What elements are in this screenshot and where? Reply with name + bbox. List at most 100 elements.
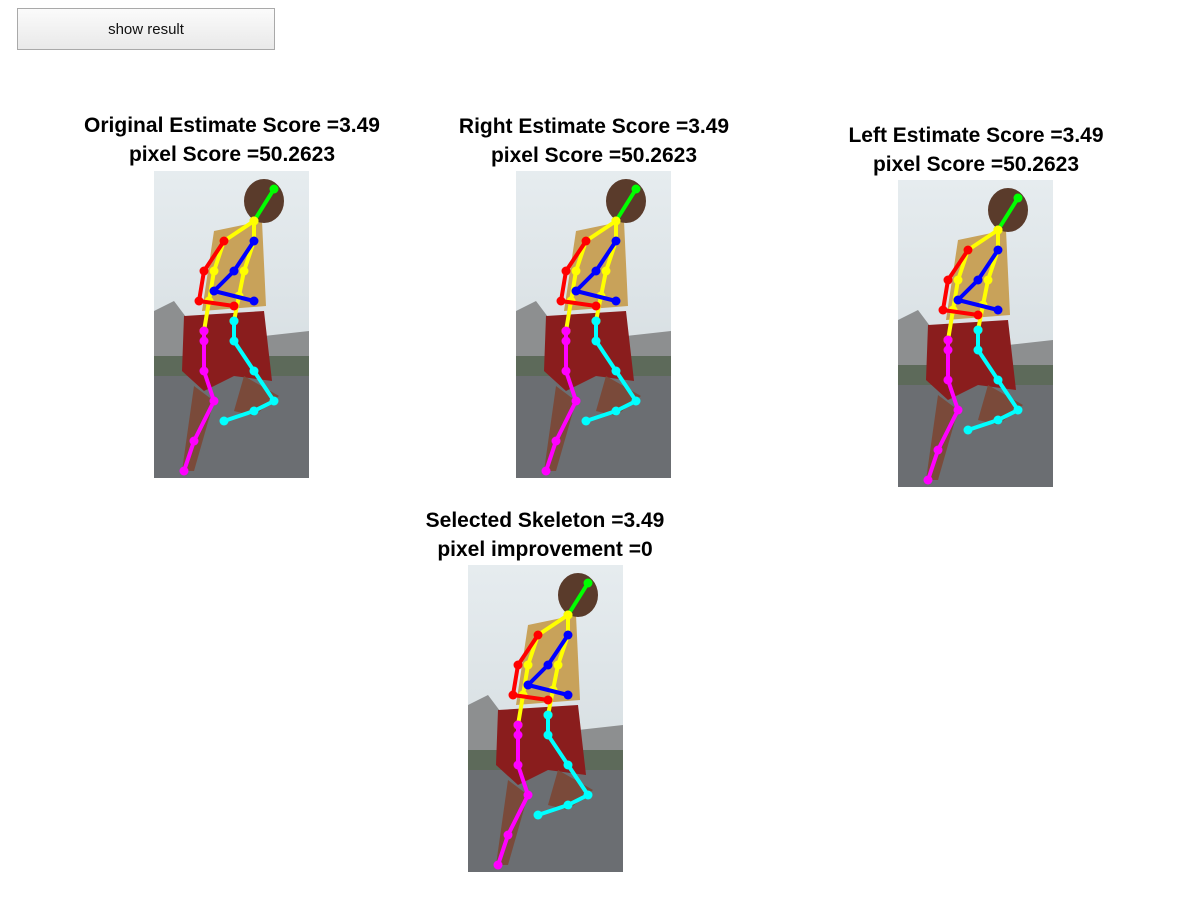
skeleton-limb-left-arm [526, 633, 570, 697]
skeleton-joint [229, 301, 239, 311]
runner-head-shape [988, 188, 1028, 232]
skeleton-joint [249, 236, 259, 246]
skeleton-joint [973, 345, 983, 355]
skeleton-joint [1013, 193, 1023, 203]
skeleton-joint [993, 305, 1003, 315]
skeleton-joint [953, 275, 963, 285]
skeleton-joint [269, 396, 279, 406]
skeleton-joint [591, 301, 601, 311]
skeleton-joint [543, 695, 553, 705]
skeleton-joint [229, 266, 239, 276]
skeleton-joint [513, 760, 523, 770]
skeleton-joint [993, 245, 1003, 255]
runner-head-shape [558, 573, 598, 617]
skeleton-joint [938, 305, 948, 315]
skeleton-joint [563, 760, 573, 770]
skeleton-joint [953, 405, 963, 415]
skeleton-limb-left-arm [956, 248, 1000, 312]
road-shape [468, 770, 623, 872]
skeleton-joint [923, 475, 933, 485]
right-estimate-image [516, 171, 671, 478]
skeleton-joint [553, 660, 563, 670]
skeleton-joint [523, 680, 533, 690]
skeleton-limb-right-arm [197, 239, 236, 308]
skeleton-joint [561, 326, 571, 336]
skeleton-joint [963, 245, 973, 255]
skeleton-joint [543, 710, 553, 720]
original-pixel-score: pixel Score =50.2623 [128, 143, 336, 166]
skeleton-limb-head [996, 196, 1020, 232]
skeleton-joint [943, 335, 953, 345]
skeleton-joint [563, 800, 573, 810]
skeleton-joint [556, 296, 566, 306]
skeleton-joint [561, 336, 571, 346]
skeleton-joint [229, 336, 239, 346]
skeleton-limb-head [566, 581, 590, 617]
skeleton-limb-right-arm [941, 248, 980, 317]
skeleton-joint [269, 184, 279, 194]
skeleton-limb-head [614, 187, 638, 223]
skeleton-joint [199, 326, 209, 336]
skeleton-joint [631, 396, 641, 406]
right-estimate-score: Right Estimate Score =3.49 [458, 115, 730, 138]
skeleton-joint [993, 225, 1003, 235]
skeleton-limb-left-arm [574, 239, 618, 303]
selected-skeleton-score: Selected Skeleton =3.49 [425, 509, 665, 532]
skeleton-joint [189, 436, 199, 446]
skeleton-joint [583, 578, 593, 588]
skeleton-joint [249, 406, 259, 416]
skeleton-joint [541, 466, 551, 476]
skeleton-joint [963, 425, 973, 435]
road-shape [516, 376, 671, 478]
skeleton-joint [209, 396, 219, 406]
runner-head-shape [606, 179, 646, 223]
skeleton-joint [533, 810, 543, 820]
skeleton-joint [983, 275, 993, 285]
show-result-button[interactable]: show result [17, 8, 275, 50]
skeleton-joint [1013, 405, 1023, 415]
skeleton-joint [513, 730, 523, 740]
runner-leg-shape [548, 770, 593, 810]
skeleton-joint [571, 396, 581, 406]
skeleton-joint [551, 436, 561, 446]
skeleton-joint [199, 336, 209, 346]
skeleton-joint [611, 366, 621, 376]
skeleton-joint [249, 366, 259, 376]
skeleton-joint [503, 830, 513, 840]
skeleton-joint [993, 375, 1003, 385]
runner-leg-shape [978, 385, 1023, 425]
skeleton-joint [239, 266, 249, 276]
skeleton-joint [611, 406, 621, 416]
skeleton-limb-head [252, 187, 276, 223]
original-estimate-score: Original Estimate Score =3.49 [84, 114, 380, 137]
left-estimate-title: Left Estimate Score =3.49 pixel Score =5… [848, 121, 1103, 179]
runner-photo-skeleton [516, 171, 671, 478]
skeleton-joint [543, 660, 553, 670]
skeleton-joint [493, 860, 503, 870]
skeleton-limb-right-arm [559, 239, 598, 308]
selected-skeleton-title: Selected Skeleton =3.49 pixel improvemen… [426, 506, 665, 564]
skeleton-joint [611, 216, 621, 226]
skeleton-joint [933, 445, 943, 455]
runner-photo-skeleton [898, 180, 1053, 487]
skeleton-joint [523, 660, 533, 670]
skeleton-joint [543, 730, 553, 740]
skeleton-joint [508, 690, 518, 700]
skeleton-joint [199, 266, 209, 276]
road-shape [154, 376, 309, 478]
skeleton-joint [523, 790, 533, 800]
skeleton-joint [631, 184, 641, 194]
skeleton-joint [973, 325, 983, 335]
runner-leg-shape [596, 376, 641, 416]
skeleton-joint [591, 336, 601, 346]
left-estimate-image [898, 180, 1053, 487]
skeleton-joint [571, 266, 581, 276]
skeleton-joint [953, 295, 963, 305]
skeleton-limb-left-arm [212, 239, 256, 303]
skeleton-joint [571, 286, 581, 296]
skeleton-joint [563, 630, 573, 640]
skeleton-joint [209, 286, 219, 296]
skeleton-joint [993, 415, 1003, 425]
skeleton-joint [973, 275, 983, 285]
skeleton-joint [249, 216, 259, 226]
